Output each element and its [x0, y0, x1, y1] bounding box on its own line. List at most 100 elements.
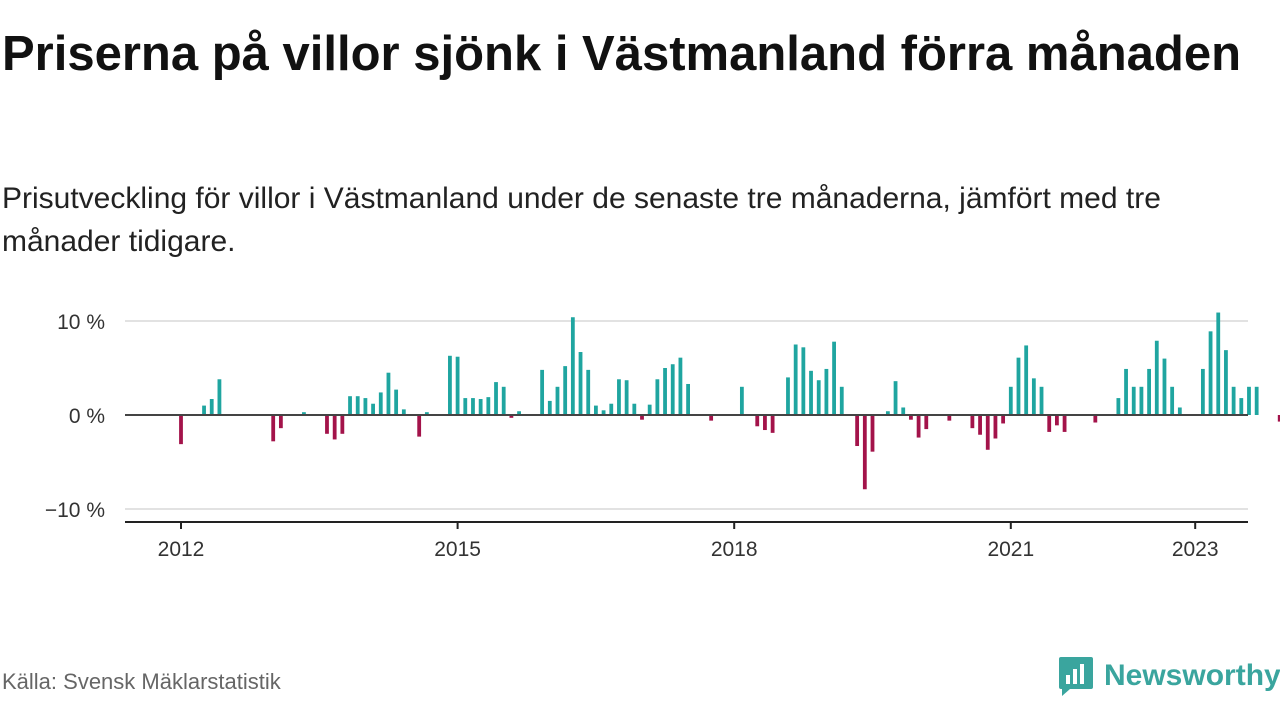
- bar: [885, 411, 890, 415]
- bar: [1016, 357, 1021, 415]
- bar: [1170, 386, 1175, 415]
- bar: [755, 415, 760, 427]
- bar: [632, 403, 637, 415]
- bar: [809, 370, 813, 415]
- bar: [786, 377, 790, 415]
- bar: [624, 380, 629, 415]
- bar: [909, 415, 913, 420]
- bar: [471, 398, 475, 415]
- source-note: Källa: Svensk Mäklarstatistik: [2, 669, 281, 694]
- bar: [1062, 415, 1067, 432]
- bar: [578, 352, 583, 415]
- bar: [978, 415, 982, 435]
- bar: [640, 415, 644, 420]
- bar: [1200, 368, 1205, 415]
- bar: [448, 355, 452, 415]
- bar: [570, 317, 575, 415]
- bar: [1055, 415, 1059, 426]
- bar: [916, 415, 921, 438]
- y-tick-label: 10 %: [57, 311, 105, 334]
- bar: [202, 405, 206, 415]
- bar: [670, 364, 675, 415]
- bar: [1216, 312, 1221, 415]
- bar: [325, 415, 329, 434]
- bar: [678, 357, 683, 415]
- bar: [993, 415, 998, 439]
- bar: [770, 415, 775, 433]
- bar: [278, 415, 283, 429]
- bar: [1154, 340, 1159, 415]
- bar: [209, 399, 214, 415]
- bar: [901, 407, 906, 415]
- bar: [985, 415, 990, 450]
- bar: [855, 415, 860, 447]
- bar: [1008, 386, 1013, 415]
- x-tick-label: 2018: [711, 538, 758, 561]
- bar: [547, 400, 552, 415]
- bar: [509, 415, 514, 418]
- bar: [947, 415, 952, 421]
- bar: [1139, 386, 1144, 415]
- bar: [1177, 407, 1182, 415]
- bar: [1231, 386, 1236, 415]
- bar: [1162, 358, 1167, 415]
- brand-logo[interactable]: Newsworthy: [1058, 654, 1280, 698]
- bar: [1254, 386, 1259, 415]
- bar: [217, 379, 222, 415]
- bar: [586, 369, 591, 415]
- bar: [1047, 415, 1052, 432]
- bar: [594, 405, 598, 415]
- bar: [455, 356, 460, 415]
- chart-title: Priserna på villor sjönk i Västmanland f…: [2, 27, 1242, 81]
- bar: [424, 412, 429, 415]
- brand-name: Newsworthy: [1104, 659, 1280, 692]
- bar: [870, 415, 875, 452]
- bar: [363, 398, 368, 415]
- bar: [417, 415, 422, 437]
- bar: [1031, 378, 1036, 415]
- bar: [686, 383, 690, 415]
- bar: [824, 368, 829, 415]
- bar: [494, 382, 498, 415]
- bar: [1147, 368, 1151, 415]
- bar: [655, 379, 660, 415]
- bar: [709, 415, 714, 421]
- bar: [463, 398, 468, 415]
- x-tick-label: 2015: [434, 538, 481, 561]
- bar: [348, 396, 352, 415]
- bar: [340, 415, 345, 434]
- bar: [386, 372, 391, 415]
- x-tick-label: 2023: [1172, 538, 1219, 561]
- bar: [1239, 398, 1244, 415]
- chart-subtitle: Prisutveckling för villor i Västmanland …: [2, 182, 1161, 258]
- bar: [970, 415, 975, 429]
- bar: [663, 368, 667, 415]
- bar: [371, 403, 375, 415]
- bar: [893, 381, 898, 415]
- bar: [394, 389, 399, 415]
- bar: [862, 415, 867, 490]
- y-tick-label: 0 %: [69, 405, 105, 428]
- bar: [647, 404, 652, 415]
- bar: [816, 380, 821, 415]
- bar: [179, 415, 183, 445]
- bar: [271, 415, 276, 442]
- bar: [839, 386, 844, 415]
- bar: [739, 386, 744, 415]
- bar: [617, 379, 621, 415]
- bar: [609, 403, 614, 415]
- bar: [924, 415, 929, 430]
- bar: [1093, 415, 1098, 423]
- bar: [486, 397, 491, 415]
- bar: [563, 366, 568, 415]
- bar: [763, 415, 767, 431]
- bar: [555, 386, 560, 415]
- bar: [1116, 398, 1121, 415]
- bar: [401, 409, 406, 415]
- bar: [517, 411, 521, 415]
- bar: [1224, 350, 1228, 415]
- bar: [378, 392, 383, 415]
- bar: [1024, 345, 1029, 415]
- bar-chart-speech-icon: [1059, 657, 1093, 696]
